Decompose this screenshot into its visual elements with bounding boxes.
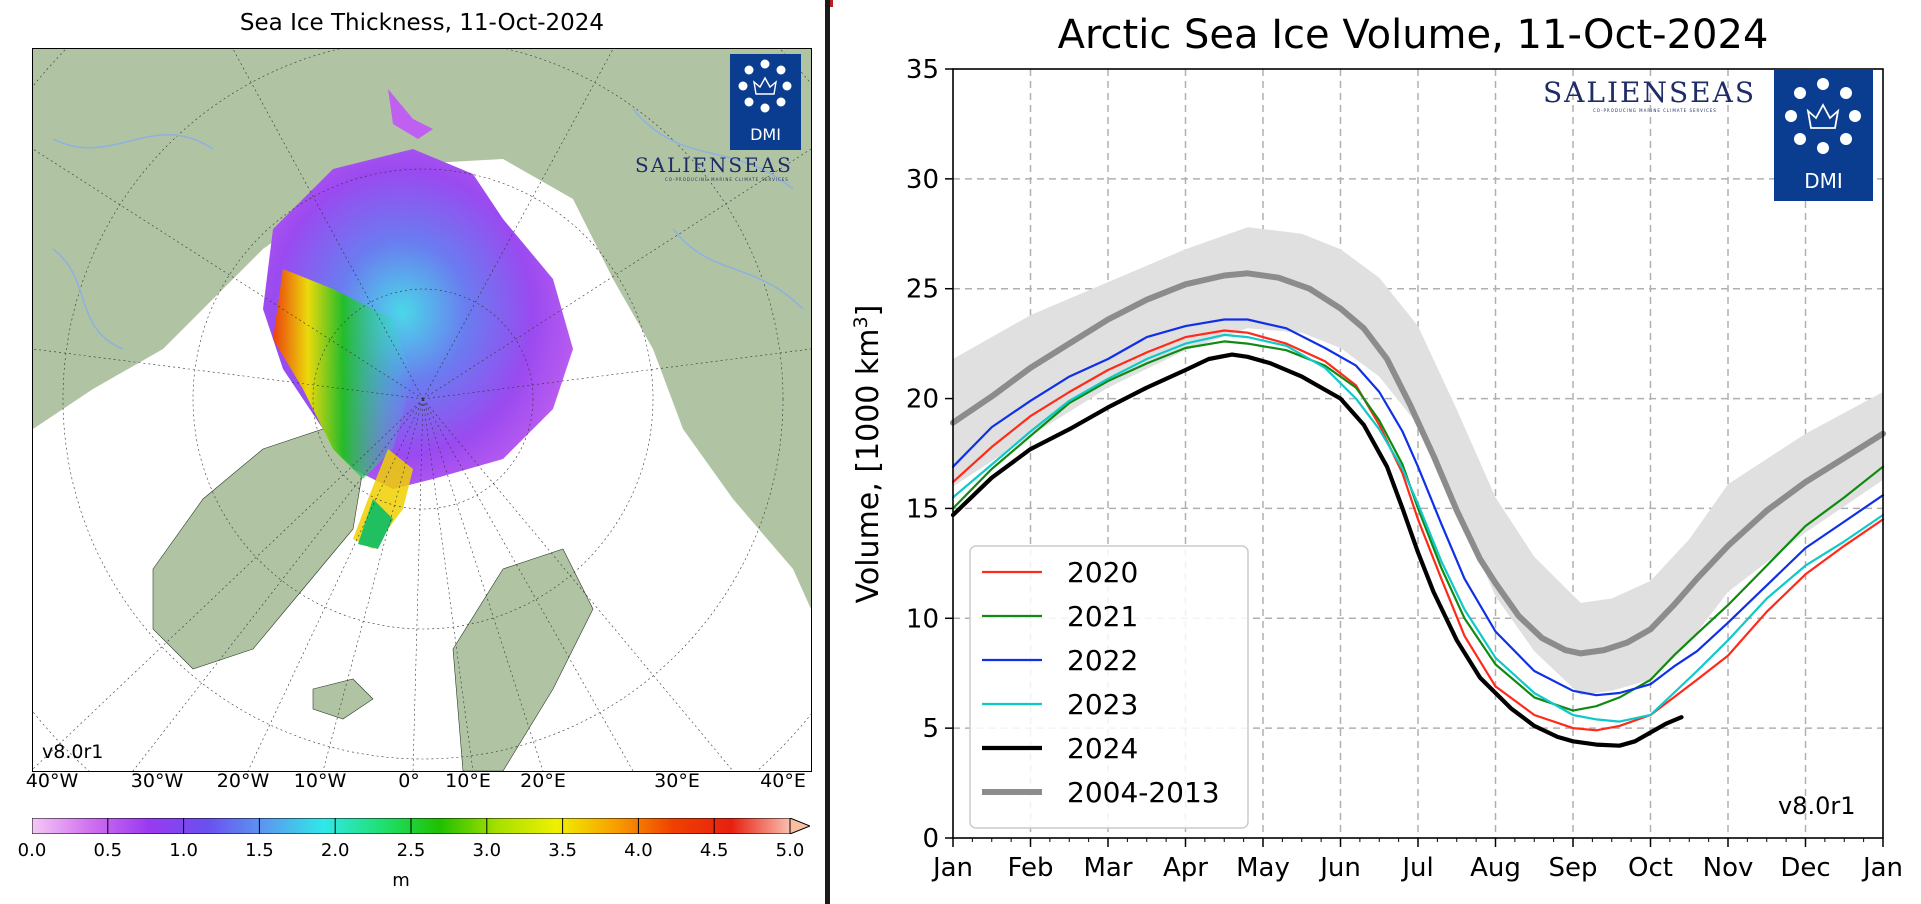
lon-label-30w: 30°W (130, 770, 184, 792)
salienseas-logo-left: SALIENSEAS (635, 153, 793, 177)
series-line-2021 (951, 340, 1885, 712)
arctic-map: v8.0r1 DMI SALIENSEAS CO-PRODUCING MARIN… (32, 48, 812, 772)
y-tick-label: 0 (922, 824, 939, 854)
thickness-colorbar (32, 818, 810, 834)
y-tick-label: 15 (906, 494, 939, 524)
x-tick-label: Apr (1163, 853, 1208, 883)
lon-label-10e: 10°E (445, 770, 491, 792)
y-tick-label: 5 (922, 714, 939, 744)
ice-tongue-south (358, 499, 393, 549)
x-tick-label: Jan (931, 853, 973, 883)
salienseas-subtitle-right: CO-PRODUCING MARINE CLIMATE SERVICES (1593, 108, 1717, 113)
series-line-2004-2013 (950, 270, 1886, 657)
thick-ice-region (273, 269, 413, 479)
colorbar-tick-label: 4.5 (699, 840, 729, 861)
legend-label-2021: 2021 (1067, 600, 1138, 633)
series-line-2024 (950, 352, 1684, 748)
colorbar-tick-label: 0.5 (93, 840, 123, 861)
dmi-crown-icon (738, 59, 792, 113)
legend-label-2024: 2024 (1067, 732, 1138, 765)
rivers (52, 108, 804, 350)
colorbar-tick-label: 1.5 (245, 840, 274, 861)
colorbar-tick-label: 2.0 (320, 840, 350, 861)
salienseas-subtitle-left: CO-PRODUCING MARINE CLIMATE SERVICES (665, 177, 789, 182)
legend-label-2022: 2022 (1067, 644, 1138, 677)
graticule (33, 49, 811, 771)
x-tick-label: Feb (1007, 853, 1053, 883)
y-tick-label: 20 (906, 385, 939, 415)
y-tick-label: 25 (906, 275, 939, 305)
lon-label-40e: 40°E (760, 770, 806, 792)
salienseas-logo-right: SALIENSEAS (1543, 76, 1757, 109)
colorbar-tick-label: 4.0 (624, 840, 653, 861)
x-tick-label: Dec (1780, 853, 1830, 883)
lon-label-30e: 30°E (654, 770, 700, 792)
x-tick-label: Nov (1703, 853, 1754, 883)
colorbar-unit: m (392, 870, 410, 891)
panel-divider (825, 0, 830, 904)
colorbar-tick-label: 1.0 (169, 840, 198, 861)
x-tick-label: Mar (1083, 853, 1132, 883)
map-version-label: v8.0r1 (42, 741, 104, 763)
map-title: Sea Ice Thickness, 11-Oct-2024 (239, 10, 605, 36)
lon-label-40w: 40°W (25, 770, 79, 792)
series-line-2023 (951, 333, 1885, 723)
x-tick-label: Aug (1470, 853, 1521, 883)
dmi-crown-icon (1785, 78, 1861, 154)
y-tick-label: 10 (906, 604, 939, 634)
lon-label-20e: 20°E (520, 770, 566, 792)
colorbar-tick-label: 5.0 (775, 840, 805, 861)
colorbar-tick-label: 2.5 (396, 840, 426, 861)
scandinavia (452, 548, 594, 771)
lon-label-20w: 20°W (216, 770, 270, 792)
thickness-map-panel: Sea Ice Thickness, 11-Oct-2024 (0, 0, 825, 904)
dmi-logo-right: DMI (1774, 70, 1873, 201)
iceland (312, 678, 374, 720)
x-tick-label: Jun (1318, 853, 1361, 883)
greenland (152, 428, 364, 670)
legend: 2020 2021 2022 2023 2024 2004-2013 (969, 545, 1249, 829)
chart-title: Arctic Sea Ice Volume, 11-Oct-2024 (1057, 12, 1769, 58)
y-tick-label: 35 (906, 55, 939, 85)
x-tick-label: Sep (1548, 853, 1597, 883)
x-tick-label: Jul (1400, 853, 1433, 883)
panel-divider-mark (830, 0, 833, 7)
volume-chart: 0 5 10 15 20 25 30 35 Jan Feb Mar Apr May Jun Jul Aug Se… (906, 55, 1903, 883)
x-tick-label: May (1236, 853, 1290, 883)
chart-version-label: v8.0r1 (1778, 792, 1856, 820)
legend-label-2004-2013: 2004-2013 (1067, 776, 1220, 809)
colorbar-tick-label: 3.5 (548, 840, 577, 861)
lon-label-10w: 10°W (293, 770, 347, 792)
volume-chart-panel: Arctic Sea Ice Volume, 11-Oct-2024 Volum… (830, 0, 1921, 904)
x-tick-label: Oct (1628, 853, 1673, 883)
colorbar-extend-arrow (789, 818, 810, 834)
colorbar-tick-label: 0.0 (17, 840, 47, 861)
legend-label-2023: 2023 (1067, 688, 1138, 721)
y-tick-label: 30 (906, 165, 939, 195)
bering-ice (388, 89, 433, 139)
colorbar-tick-label: 3.0 (472, 840, 502, 861)
series-line-2020 (951, 329, 1885, 732)
series-line-2022 (951, 318, 1885, 697)
dmi-logo-left: DMI (730, 54, 801, 150)
x-tick-label: Jan (1861, 853, 1903, 883)
legend-label-2020: 2020 (1067, 556, 1138, 589)
lon-label-0: 0° (398, 770, 420, 792)
arctic-map-graphic (33, 49, 811, 771)
